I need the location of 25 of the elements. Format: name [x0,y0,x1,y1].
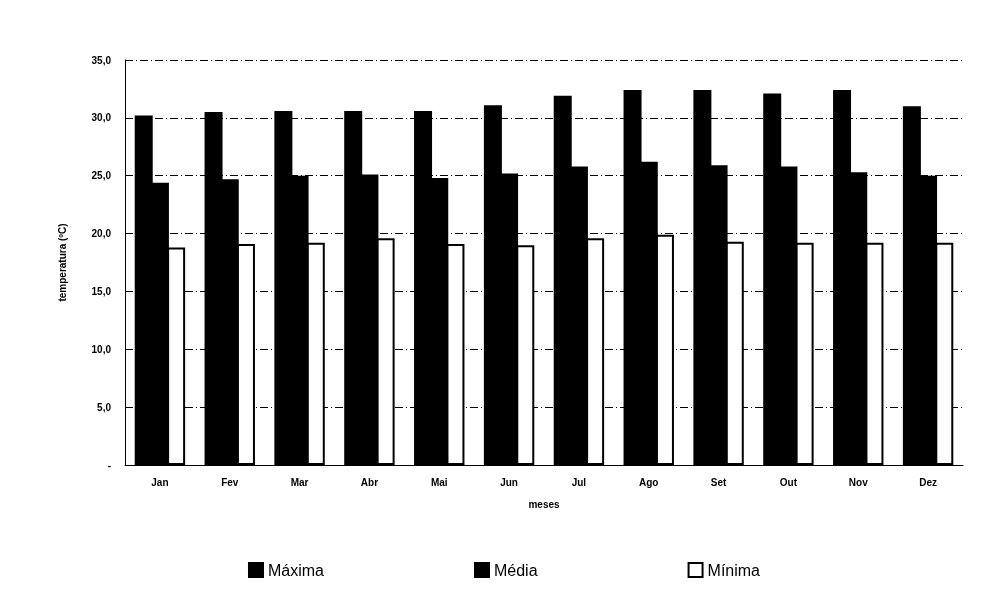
x-tick-label: Jan [151,476,169,488]
y-tick-label: 5,0 [97,401,112,413]
y-tick-label: 15,0 [91,285,112,297]
y-tick-label: 20,0 [91,228,112,240]
x-tick-label: Jul [571,476,587,488]
x-tick-label: Dez [919,476,937,488]
x-tick-label: Abr [360,476,379,488]
x-tick-label: Mar [290,476,309,488]
x-tick-label: Jun [500,476,518,488]
x-tick-label: Out [779,476,798,488]
x-tick-label: Ago [639,476,659,488]
x-tick-label: Set [710,476,728,488]
legend-label: Mínima [707,561,761,579]
y-tick-label: - [107,459,111,471]
x-tick-label: Fev [221,476,239,488]
y-tick-label: 35,0 [91,54,112,66]
x-tick-label: Mai [430,476,448,488]
y-axis-title: temperatura (ºC) [56,223,68,302]
y-tick-label: 30,0 [91,112,112,124]
x-axis-title: meses [528,498,561,510]
legend-label: Média [493,561,538,579]
y-tick-label: 25,0 [91,170,112,182]
legend-label: Máxima [267,561,325,579]
y-tick-label: 10,0 [91,343,112,355]
x-tick-label: Nov [848,476,869,488]
